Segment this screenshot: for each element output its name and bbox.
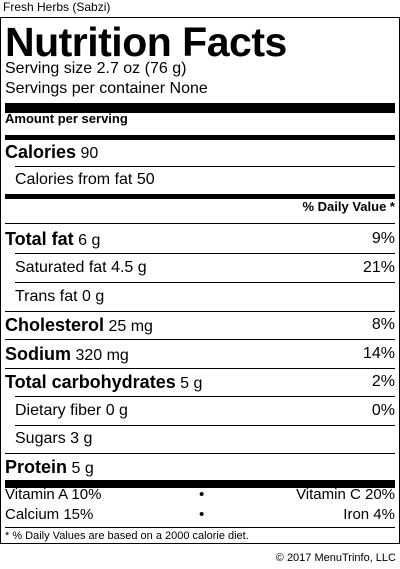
medium-divider <box>5 135 395 140</box>
thick-divider <box>5 480 395 488</box>
vitamin-row: Calcium 15% • Iron 4% <box>5 505 395 525</box>
nutrition-label: Nutrition Facts Serving size 2.7 oz (76 … <box>0 17 400 544</box>
nutrient-amount: 0 g <box>82 288 105 305</box>
nutrient-label: Saturated fat <box>15 259 107 276</box>
nutrient-amount: 320 mg <box>75 347 129 364</box>
serving-size: Serving size 2.7 oz (76 g) <box>5 60 187 77</box>
nutrient-amount: 6 g <box>78 232 101 249</box>
nutrient-label: Cholesterol <box>5 315 105 335</box>
nutrient-label: Protein <box>5 457 68 477</box>
nutrient-label: Trans fat <box>15 288 78 305</box>
calories-from-fat-value: 50 <box>136 171 155 188</box>
nutrient-dv: 0% <box>371 402 395 419</box>
daily-value-header: % Daily Value * <box>302 199 396 214</box>
nutrient-amount: 5 g <box>180 375 203 392</box>
thick-divider <box>5 103 395 113</box>
product-name: Fresh Herbs (Sabzi) <box>3 0 111 14</box>
servings-per-container: Servings per container None <box>5 80 208 97</box>
divider <box>15 425 395 426</box>
nutrition-facts-title: Nutrition Facts <box>5 19 287 65</box>
divider <box>5 223 395 224</box>
nutrient-row-protein: Protein 5 g <box>5 453 395 481</box>
nutrient-label: Dietary fiber <box>15 402 102 419</box>
divider <box>15 282 395 283</box>
calories-from-fat-label: Calories from fat <box>15 171 133 188</box>
divider <box>15 253 395 254</box>
nutrient-label: Total carbohydrates <box>5 372 176 392</box>
daily-value-header-row: % Daily Value * <box>5 193 396 221</box>
amount-per-serving: Amount per serving <box>5 111 128 126</box>
divider <box>15 396 395 397</box>
nutrient-amount: 3 g <box>70 430 93 447</box>
vitamin-left: Vitamin A 10% <box>5 486 102 503</box>
copyright: © 2017 MenuTrinfo, LLC <box>275 552 396 564</box>
divider <box>15 166 395 167</box>
vitamin-right: Vitamin C 20% <box>296 486 395 503</box>
vitamin-right: Iron 4% <box>343 506 395 523</box>
divider <box>5 527 395 528</box>
divider <box>5 311 395 312</box>
nutrient-row-saturated-fat: Saturated fat 4.5 g 21% <box>5 254 395 282</box>
vitamin-row: Vitamin A 10% • Vitamin C 20% <box>5 485 395 505</box>
calories-label: Calories <box>5 142 77 162</box>
nutrient-row-trans-fat: Trans fat 0 g <box>5 283 395 311</box>
nutrient-row-sugars: Sugars 3 g <box>5 425 395 453</box>
medium-divider <box>5 194 395 199</box>
nutrient-row-total-fat: Total fat 6 g 9% <box>5 225 395 253</box>
nutrient-dv: 21% <box>362 259 395 276</box>
bullet: • <box>199 506 205 523</box>
calories-value: 90 <box>80 145 99 162</box>
nutrient-row-dietary-fiber: Dietary fiber 0 g 0% <box>5 397 395 425</box>
nutrient-amount: 4.5 g <box>111 259 147 276</box>
nutrient-dv: 9% <box>371 230 395 247</box>
nutrient-row-sodium: Sodium 320 mg 14% <box>5 340 395 368</box>
amount-per-serving-row: Amount per serving <box>5 105 395 133</box>
nutrient-dv: 2% <box>371 373 395 390</box>
divider <box>5 368 395 369</box>
divider <box>5 453 395 454</box>
bullet: • <box>199 486 205 503</box>
footnote: * % Daily Values are based on a 2000 cal… <box>5 530 249 542</box>
calories-row: Calories 90 <box>5 138 395 166</box>
nutrient-row-total-carbohydrates: Total carbohydrates 5 g 2% <box>5 368 395 396</box>
nutrient-row-cholesterol: Cholesterol 25 mg 8% <box>5 311 395 339</box>
vitamin-left: Calcium 15% <box>5 506 94 523</box>
nutrient-label: Sodium <box>5 344 71 364</box>
nutrient-dv: 14% <box>362 345 395 362</box>
nutrient-label: Total fat <box>5 229 74 249</box>
nutrient-label: Sugars <box>15 430 66 447</box>
nutrient-amount: 0 g <box>105 402 128 419</box>
divider <box>5 339 395 340</box>
nutrient-amount: 5 g <box>71 460 94 477</box>
nutrient-dv: 8% <box>371 316 395 333</box>
nutrient-amount: 25 mg <box>108 318 153 335</box>
calories-from-fat-row: Calories from fat 50 <box>5 166 395 194</box>
